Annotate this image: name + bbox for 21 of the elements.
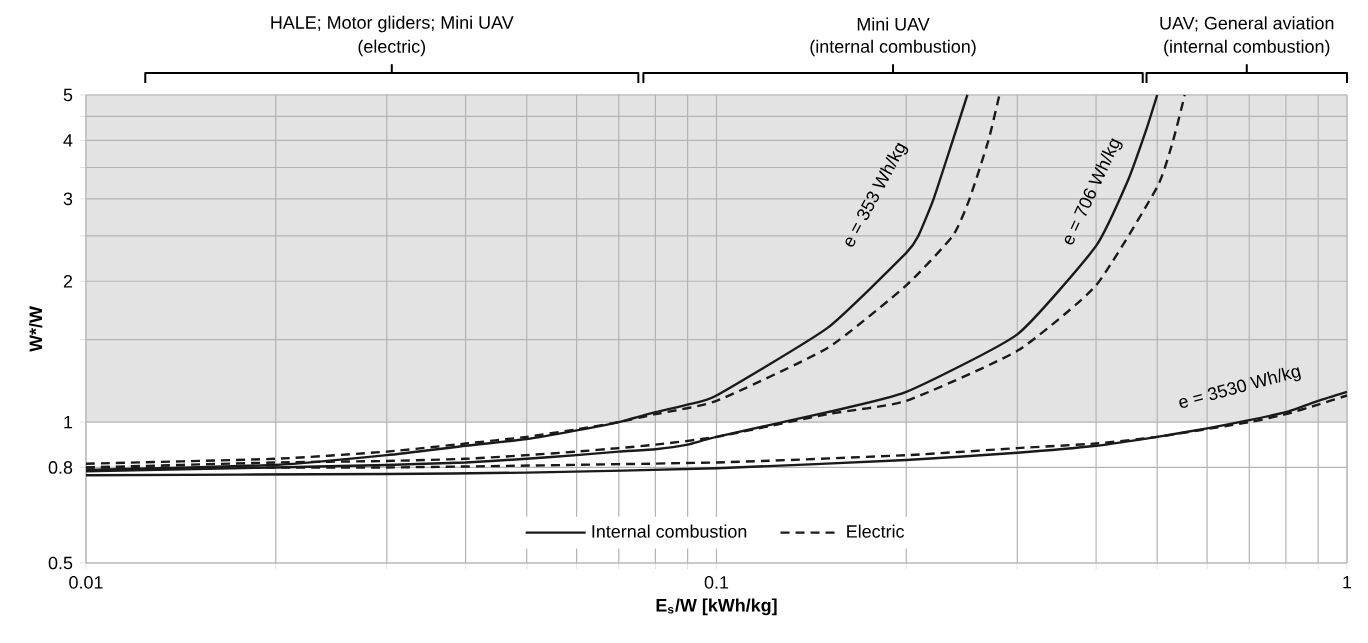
y-tick-label: 0.8 (48, 461, 73, 474)
legend-label: Electric (847, 524, 905, 538)
text: HALE; Motor gliders; Mini UAV (271, 15, 514, 33)
x-tick-label: 0.01 (69, 576, 103, 589)
text: (internal combustion) (1164, 39, 1330, 57)
y-tick-label: 0.5 (48, 556, 73, 570)
y-tick-label: 2 (63, 274, 73, 288)
text: (electric) (358, 39, 426, 57)
y-tick-label: 4 (63, 134, 73, 147)
x-tick-label: 0.1 (704, 576, 729, 589)
y-tick-label: 3 (63, 192, 73, 206)
legend-label: Internal combustion (592, 524, 747, 538)
y-tick-label: 1 (64, 415, 73, 429)
y-tick-label: 5 (63, 88, 73, 102)
text: UAV; General aviation (1160, 16, 1334, 32)
text: (internal combustion) (810, 39, 976, 57)
text: Mini UAV (857, 17, 930, 31)
annotation: e = 3530 Wh/kg (1179, 367, 1301, 408)
y-axis-title: W*/W (28, 306, 43, 352)
x-tick-label: 1 (1343, 576, 1352, 589)
x-axis-title: E$_{s}$/W [kWh/kg] (656, 598, 777, 616)
